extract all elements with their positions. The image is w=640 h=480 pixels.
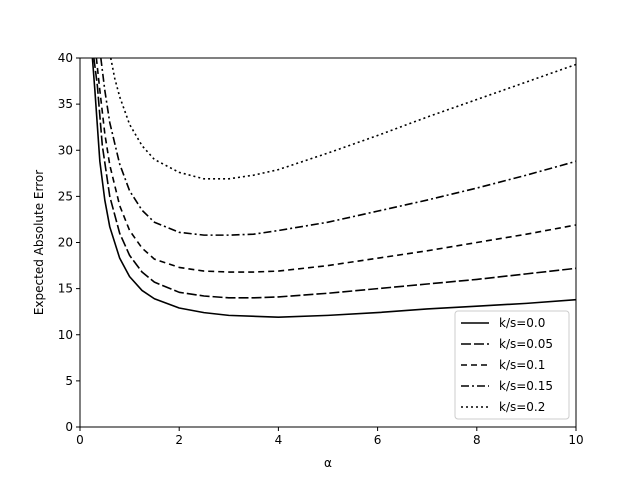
x-tick-label: 0 bbox=[76, 433, 84, 447]
legend-label: k/s=0.15 bbox=[499, 379, 553, 393]
x-axis: 0 2 4 6 8 10 bbox=[76, 427, 584, 447]
x-tick-label: 4 bbox=[275, 433, 283, 447]
y-tick-label: 35 bbox=[58, 97, 73, 111]
x-axis-label: α bbox=[324, 456, 332, 470]
y-axis-label: Expected Absolute Error bbox=[32, 170, 46, 315]
y-tick-label: 40 bbox=[58, 51, 73, 65]
y-tick-label: 15 bbox=[58, 282, 73, 296]
y-tick-label: 0 bbox=[65, 420, 73, 434]
series-line bbox=[95, 58, 576, 273]
x-tick-label: 2 bbox=[175, 433, 183, 447]
legend-label: k/s=0.0 bbox=[499, 316, 545, 330]
x-tick-label: 10 bbox=[568, 433, 583, 447]
series-layer bbox=[91, 58, 576, 319]
legend-box bbox=[454, 310, 570, 420]
y-tick-label: 25 bbox=[58, 189, 73, 203]
y-tick-label: 30 bbox=[58, 143, 73, 157]
series-line bbox=[109, 58, 576, 180]
legend-label: k/s=0.05 bbox=[499, 337, 553, 351]
y-axis: 0 5 10 15 20 25 30 35 40 bbox=[58, 51, 80, 434]
x-tick-label: 6 bbox=[374, 433, 382, 447]
series-line bbox=[91, 58, 576, 319]
legend: k/s=0.0 k/s=0.05 k/s=0.1 k/s=0.15 k/s=0.2 bbox=[454, 310, 570, 420]
x-tick-label: 8 bbox=[473, 433, 481, 447]
legend-label: k/s=0.1 bbox=[499, 358, 545, 372]
series-line bbox=[100, 58, 576, 236]
y-tick-label: 5 bbox=[65, 374, 73, 388]
series-line bbox=[93, 58, 576, 299]
y-tick-label: 10 bbox=[58, 328, 73, 342]
legend-label: k/s=0.2 bbox=[499, 400, 545, 414]
y-tick-label: 20 bbox=[58, 236, 73, 250]
